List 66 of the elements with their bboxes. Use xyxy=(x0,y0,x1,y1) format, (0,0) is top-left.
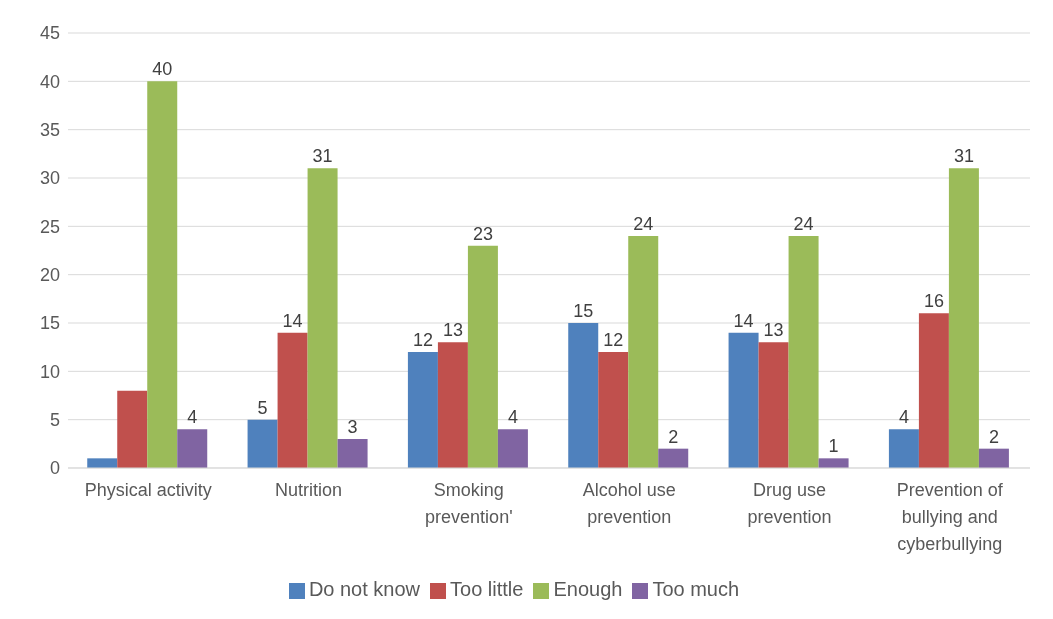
data-label: 40 xyxy=(152,59,173,80)
y-tick-label: 30 xyxy=(39,168,60,189)
bar xyxy=(147,81,178,468)
bar xyxy=(407,352,438,468)
data-label: 31 xyxy=(312,146,333,167)
data-label: 4 xyxy=(507,407,518,428)
y-tick-label: 15 xyxy=(39,313,60,334)
y-tick-label: 45 xyxy=(39,23,60,44)
bar xyxy=(728,332,759,468)
x-tick-label: Nutrition xyxy=(274,480,343,500)
data-label: 31 xyxy=(953,146,974,167)
data-label: 5 xyxy=(257,397,268,418)
bar xyxy=(87,458,118,468)
y-tick-label: 10 xyxy=(39,361,60,382)
data-label: 15 xyxy=(573,301,594,321)
data-label: 4 xyxy=(898,407,909,428)
data-label: 1 xyxy=(828,436,839,457)
legend-label: Enough xyxy=(553,578,623,600)
data-label: 12 xyxy=(603,330,624,350)
x-tick-label: Prevention of bullying and cyberbullying xyxy=(896,480,1004,554)
bar xyxy=(658,448,689,468)
bar xyxy=(467,245,498,468)
bar xyxy=(247,419,278,468)
bar xyxy=(307,168,338,468)
data-label: 2 xyxy=(988,426,999,447)
x-tick-label: Smoking prevention' xyxy=(425,480,513,527)
data-label: 3 xyxy=(347,417,358,437)
data-label: 14 xyxy=(282,310,303,331)
bar xyxy=(788,236,819,468)
data-label: 13 xyxy=(442,320,463,341)
bar xyxy=(628,236,659,468)
y-tick-label: 5 xyxy=(49,410,60,431)
data-label: 4 xyxy=(187,407,198,428)
bar xyxy=(177,429,208,468)
bar xyxy=(277,332,308,468)
data-label: 13 xyxy=(763,320,784,341)
data-label: 24 xyxy=(633,214,654,234)
bar xyxy=(497,429,528,468)
x-tick-label: Physical activity xyxy=(84,480,212,500)
y-tick-label: 20 xyxy=(39,265,60,286)
data-label: 16 xyxy=(923,291,944,312)
bar xyxy=(978,448,1009,468)
bar xyxy=(948,168,979,468)
bar xyxy=(337,439,368,468)
data-label: 2 xyxy=(668,426,679,447)
bar xyxy=(888,429,919,468)
bar xyxy=(918,313,949,468)
bar xyxy=(117,390,148,468)
data-label: 24 xyxy=(793,214,814,234)
bar xyxy=(818,458,849,468)
y-tick-label: 35 xyxy=(39,120,60,141)
bar xyxy=(598,352,629,468)
data-label: 14 xyxy=(733,310,754,331)
bar xyxy=(437,342,468,468)
legend-label: Do not know xyxy=(308,578,421,600)
y-tick-label: 0 xyxy=(49,458,60,479)
data-label: 12 xyxy=(412,330,433,350)
x-tick-label: Drug use prevention xyxy=(747,480,832,527)
legend-label: Too little xyxy=(450,578,524,600)
bar xyxy=(568,323,599,468)
legend-label: Too much xyxy=(652,578,740,600)
bar xyxy=(758,342,789,468)
y-tick-label: 25 xyxy=(39,216,60,237)
x-tick-label: Alcohol use prevention xyxy=(582,480,676,527)
y-tick-label: 40 xyxy=(39,71,60,92)
data-label: 23 xyxy=(472,223,493,244)
